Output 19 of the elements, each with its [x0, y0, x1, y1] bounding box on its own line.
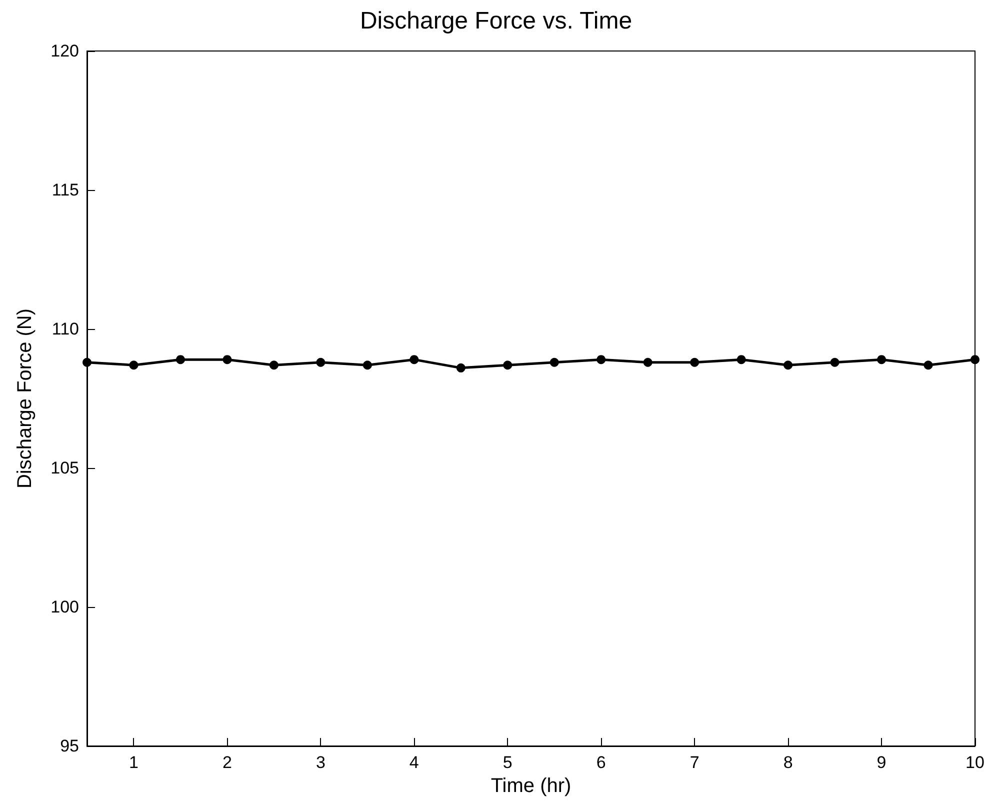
y-axis-title: Discharge Force (N) — [14, 308, 36, 489]
x-tick-label: 7 — [690, 753, 700, 772]
chart-title: Discharge Force vs. Time — [360, 8, 632, 34]
y-tick-label: 120 — [50, 42, 79, 60]
x-tick-label: 8 — [783, 753, 793, 772]
x-tick-label: 1 — [129, 753, 138, 772]
x-tick-label: 9 — [876, 753, 886, 772]
x-tick-label: 5 — [502, 753, 512, 772]
x-tick-label: 6 — [596, 753, 606, 772]
x-tick-label: 4 — [409, 753, 419, 772]
y-tick-label: 95 — [60, 736, 79, 756]
x-tick-label: 10 — [966, 753, 984, 772]
y-tick-label: 115 — [52, 180, 79, 200]
y-tick-label: 105 — [50, 458, 79, 478]
x-tick-label: 2 — [222, 753, 232, 772]
y-tick-label: 100 — [50, 598, 79, 616]
x-axis-title: Time (hr) — [490, 775, 572, 797]
y-tick-label: 110 — [52, 320, 79, 338]
x-tick-label: 3 — [316, 753, 326, 772]
